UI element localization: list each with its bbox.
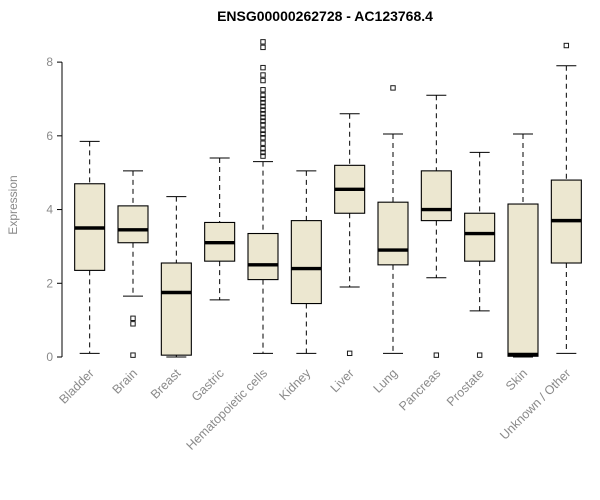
box-skin: Skin: [503, 133, 539, 393]
outlier-point: [260, 87, 266, 93]
outlier-point: [130, 315, 136, 321]
outlier-point: [260, 64, 266, 71]
x-category-label: Breast: [148, 366, 184, 402]
outlier-point: [260, 153, 266, 159]
outlier-point: [260, 146, 266, 152]
box-gastric: Gastric: [189, 157, 236, 404]
outlier-point: [433, 352, 440, 358]
x-category-label: Lung: [371, 366, 401, 396]
y-axis-label: Expression: [6, 175, 20, 235]
y-axis: 0 2 4 6 8: [46, 55, 63, 364]
outlier-point: [130, 321, 136, 327]
outlier-point: [346, 350, 353, 357]
outlier-point: [260, 131, 266, 137]
outlier-point: [260, 118, 266, 124]
y-tick-label: 4: [46, 203, 53, 217]
outlier-point: [476, 352, 483, 358]
outlier-point: [260, 72, 266, 78]
x-category-label: Skin: [503, 366, 530, 393]
outlier-point: [260, 77, 266, 84]
x-category-label: Prostate: [444, 366, 487, 409]
x-category-label: Pancreas: [396, 366, 443, 413]
box-lung: Lung: [371, 85, 409, 396]
box-kidney: Kidney: [277, 170, 322, 403]
x-category-label: Liver: [328, 366, 357, 395]
outlier-point: [260, 114, 266, 121]
box-breast: Breast: [148, 196, 192, 402]
box-liver: Liver: [328, 113, 366, 395]
x-category-label: Bladder: [56, 366, 96, 406]
x-category-label: Brain: [110, 366, 141, 397]
outlier-point: [260, 44, 266, 51]
outlier-point: [260, 92, 266, 98]
outlier-point: [260, 149, 266, 156]
outlier-point: [260, 140, 266, 146]
outlier-point: [260, 127, 266, 134]
outlier-point: [260, 99, 266, 106]
outlier-point: [260, 39, 266, 45]
outlier-point: [260, 134, 266, 141]
box-bladder: Bladder: [56, 140, 106, 407]
outlier-point: [390, 85, 396, 91]
box-brain: Brain: [110, 170, 149, 397]
outlier-point: [563, 42, 570, 49]
x-category-label: Kidney: [277, 366, 314, 403]
y-tick-label: 6: [46, 129, 53, 143]
y-tick-label: 0: [46, 350, 53, 364]
outlier-point: [260, 96, 266, 102]
outlier-point: [260, 103, 266, 110]
outlier-point: [130, 352, 136, 358]
outlier-point: [260, 122, 266, 128]
chart-title: ENSG00000262728 - AC123768.4: [217, 8, 433, 24]
x-category-label: Hematopoietic cells: [184, 366, 271, 453]
outlier-point: [260, 111, 266, 117]
y-tick-label: 8: [46, 55, 53, 69]
x-category-label: Gastric: [189, 366, 227, 404]
y-tick-label: 2: [46, 276, 53, 290]
outlier-point: [260, 107, 266, 113]
